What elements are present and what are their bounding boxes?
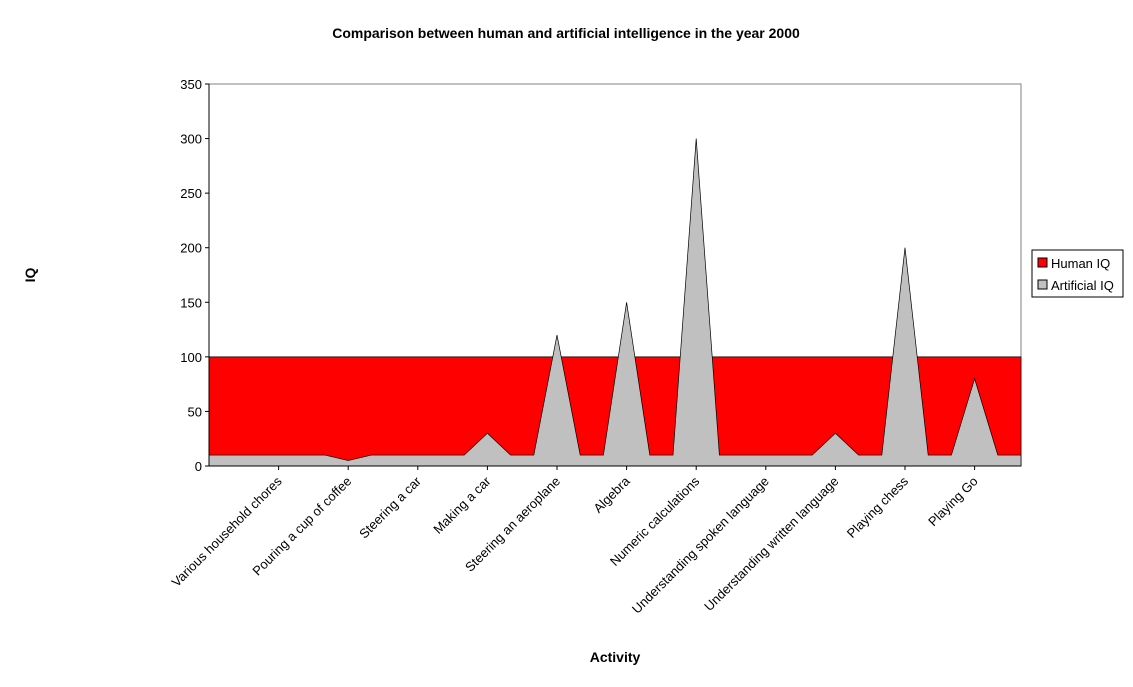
area-series bbox=[208, 138, 1022, 467]
legend-swatch bbox=[1037, 279, 1048, 290]
y-tick-label: 100 bbox=[180, 350, 202, 365]
legend-label: Artificial IQ bbox=[1051, 278, 1114, 293]
legend-swatch bbox=[1037, 257, 1048, 268]
y-tick-label: 250 bbox=[180, 186, 202, 201]
y-tick-label: 300 bbox=[180, 132, 202, 147]
chart-title: Comparison between human and artificial … bbox=[332, 25, 800, 41]
y-tick-label: 50 bbox=[188, 404, 202, 419]
x-axis-label: Activity bbox=[590, 649, 641, 665]
y-tick-label: 150 bbox=[180, 295, 202, 310]
y-tick-label: 200 bbox=[180, 241, 202, 256]
y-axis-label: IQ bbox=[22, 268, 38, 283]
legend-label: Human IQ bbox=[1051, 256, 1110, 271]
y-tick-label: 0 bbox=[195, 459, 202, 474]
y-tick-label: 350 bbox=[180, 77, 202, 92]
